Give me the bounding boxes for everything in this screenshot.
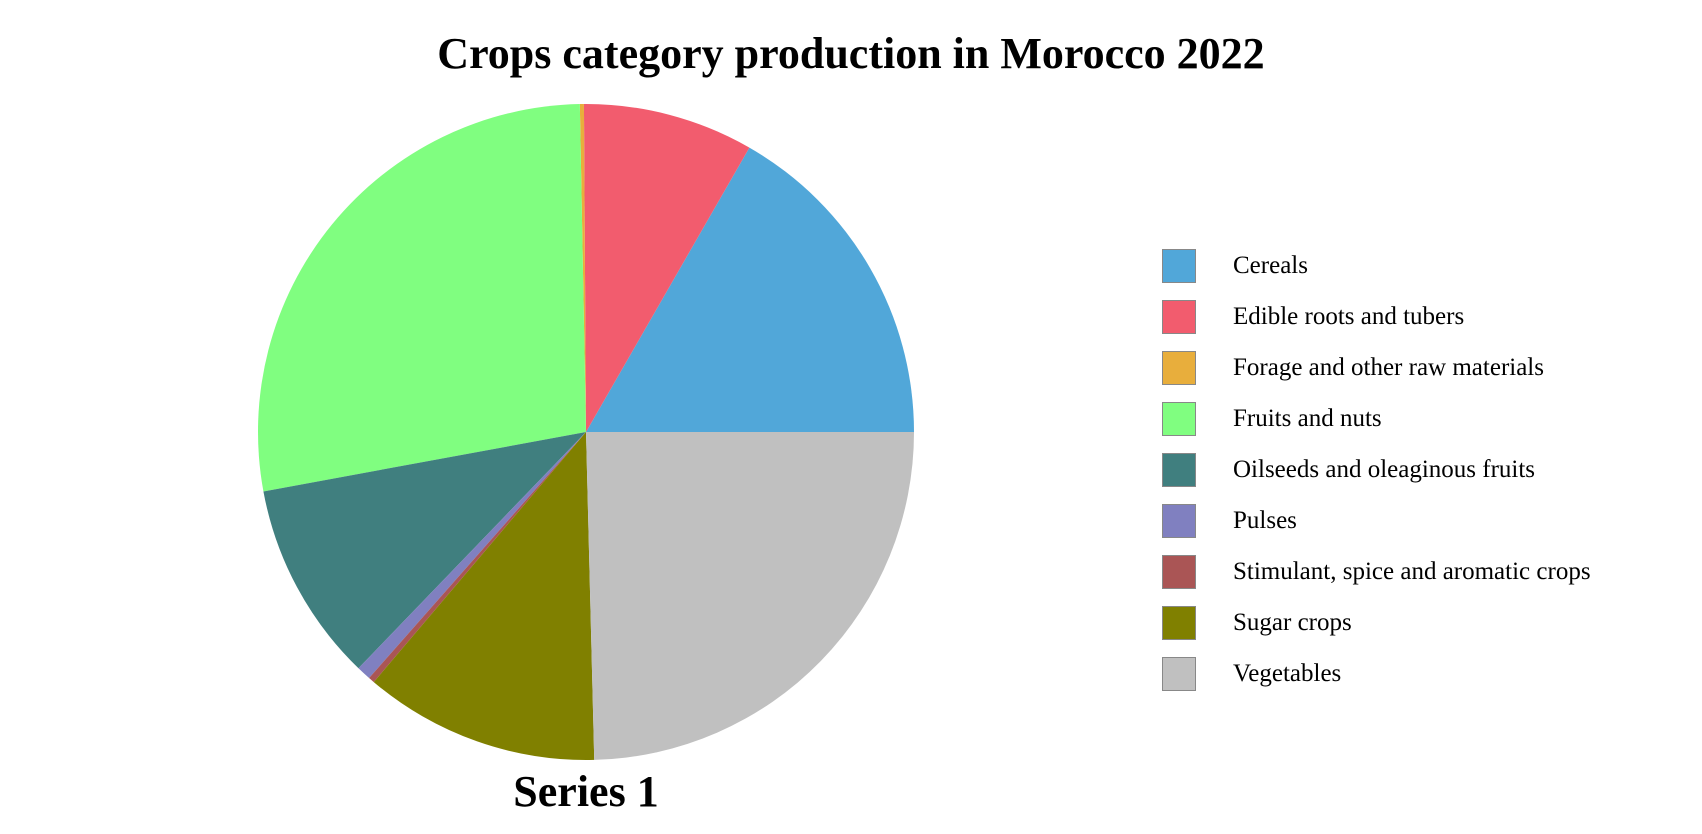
legend-swatch (1162, 554, 1196, 589)
legend-item: Vegetables (1162, 648, 1591, 699)
pie-slice-sugar-crops (373, 432, 595, 761)
series-label: Series 1 (513, 767, 659, 816)
legend-swatch (1162, 503, 1196, 538)
pie-chart (257, 104, 914, 761)
legend-swatch (1162, 350, 1196, 385)
pie-slice-forage-and-other-raw-materials (579, 104, 586, 432)
pie-slice-edible-roots-and-tubers (583, 104, 750, 432)
pie-slice-fruits-and-nuts (257, 104, 586, 492)
pie-slice-oilseeds-and-oleaginous-fruits (263, 432, 586, 669)
legend-label: Vegetables (1233, 659, 1342, 687)
legend-label: Pulses (1233, 506, 1297, 534)
legend-swatch (1162, 401, 1196, 436)
chart-title: Crops category production in Morocco 202… (437, 29, 1265, 78)
legend-label: Fruits and nuts (1233, 404, 1382, 432)
legend-label: Cereals (1233, 251, 1308, 279)
legend-item: Edible roots and tubers (1162, 291, 1591, 342)
pie-slice-pulses (358, 432, 586, 679)
legend-label: Stimulant, spice and aromatic crops (1233, 557, 1591, 585)
legend-item: Sugar crops (1162, 597, 1591, 648)
pie-slice-stimulant-spice-and-aromatic-crops (369, 432, 586, 683)
legend-item: Cereals (1162, 240, 1591, 291)
legend-swatch (1162, 248, 1196, 283)
pie-slice-vegetables (586, 432, 914, 760)
legend-swatch (1162, 656, 1196, 691)
legend-swatch (1162, 452, 1196, 487)
legend-label: Edible roots and tubers (1233, 302, 1465, 330)
pie-slice-cereals (586, 147, 914, 432)
legend-swatch (1162, 299, 1196, 334)
legend-label: Sugar crops (1233, 608, 1352, 636)
legend-item: Stimulant, spice and aromatic crops (1162, 546, 1591, 597)
legend-item: Pulses (1162, 495, 1591, 546)
legend-label: Oilseeds and oleaginous fruits (1233, 455, 1536, 483)
legend-label: Forage and other raw materials (1233, 353, 1544, 381)
legend: Cereals Edible roots and tubers Forage and… (1162, 240, 1591, 699)
legend-swatch (1162, 605, 1196, 640)
legend-item: Oilseeds and oleaginous fruits (1162, 444, 1591, 495)
legend-item: Forage and other raw materials (1162, 342, 1591, 393)
legend-item: Fruits and nuts (1162, 393, 1591, 444)
